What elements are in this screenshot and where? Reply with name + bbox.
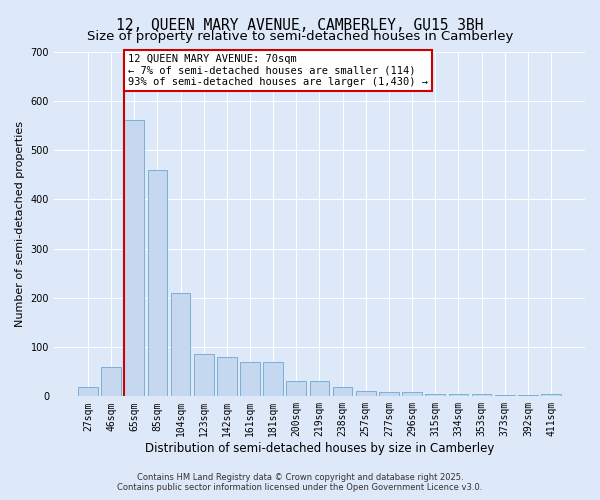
Bar bbox=[124, 120, 144, 396]
Bar bbox=[472, 394, 491, 396]
Bar bbox=[170, 293, 190, 397]
Bar bbox=[286, 380, 306, 396]
Bar bbox=[356, 392, 376, 396]
Bar bbox=[310, 380, 329, 396]
Bar bbox=[541, 394, 561, 396]
Bar bbox=[240, 362, 260, 396]
Text: Size of property relative to semi-detached houses in Camberley: Size of property relative to semi-detach… bbox=[87, 30, 513, 43]
Bar bbox=[449, 394, 468, 396]
Text: Contains HM Land Registry data © Crown copyright and database right 2025.
Contai: Contains HM Land Registry data © Crown c… bbox=[118, 473, 482, 492]
Bar bbox=[148, 170, 167, 396]
Text: 12, QUEEN MARY AVENUE, CAMBERLEY, GU15 3BH: 12, QUEEN MARY AVENUE, CAMBERLEY, GU15 3… bbox=[116, 18, 484, 32]
Bar bbox=[425, 394, 445, 396]
X-axis label: Distribution of semi-detached houses by size in Camberley: Distribution of semi-detached houses by … bbox=[145, 442, 494, 455]
Bar bbox=[101, 367, 121, 396]
Bar bbox=[78, 388, 98, 396]
Bar bbox=[333, 388, 352, 396]
Bar bbox=[379, 392, 399, 396]
Bar bbox=[194, 354, 214, 397]
Bar bbox=[495, 395, 515, 396]
Text: 12 QUEEN MARY AVENUE: 70sqm
← 7% of semi-detached houses are smaller (114)
93% o: 12 QUEEN MARY AVENUE: 70sqm ← 7% of semi… bbox=[128, 54, 428, 87]
Y-axis label: Number of semi-detached properties: Number of semi-detached properties bbox=[15, 121, 25, 327]
Bar bbox=[217, 357, 236, 397]
Bar bbox=[263, 362, 283, 396]
Bar bbox=[402, 392, 422, 396]
